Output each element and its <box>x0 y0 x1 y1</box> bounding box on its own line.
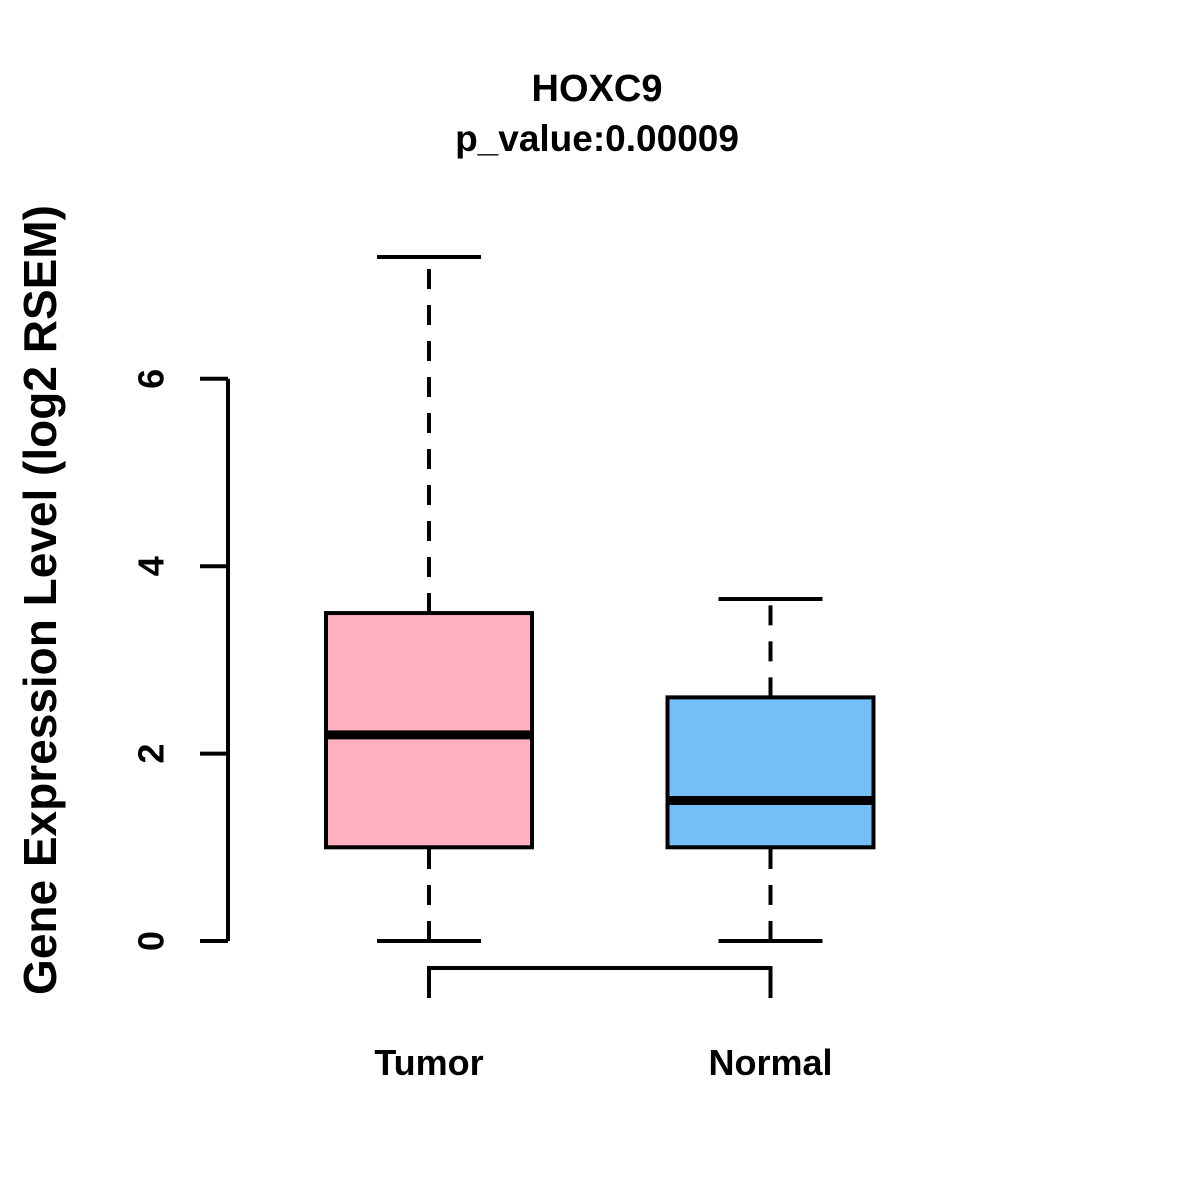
y-tick-label: 6 <box>131 369 172 389</box>
x-category-label-normal: Normal <box>708 1042 832 1083</box>
x-axis-bracket <box>427 966 773 998</box>
y-tick-label: 2 <box>131 744 172 764</box>
chart-title: HOXC9 <box>531 68 663 110</box>
tumor-box <box>324 611 534 850</box>
chart-subtitle: p_value:0.00009 <box>455 118 739 159</box>
y-tick-label: 0 <box>131 931 172 951</box>
normal-box <box>665 695 876 850</box>
x-category-label-tumor: Tumor <box>374 1042 483 1083</box>
y-tick-label: 4 <box>131 556 172 576</box>
